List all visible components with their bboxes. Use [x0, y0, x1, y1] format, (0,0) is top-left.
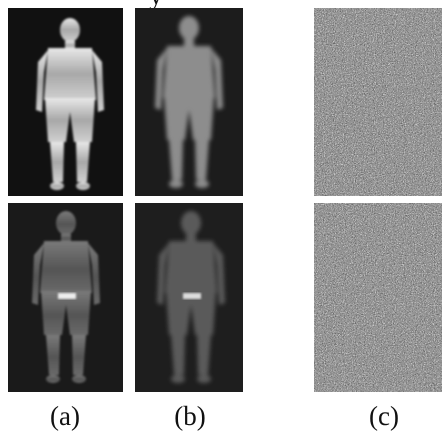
panel-label: (a)	[50, 401, 80, 431]
image-c-top	[314, 8, 442, 196]
image-c-bottom	[314, 203, 442, 392]
figure: y (a) (b) (c)	[0, 0, 442, 437]
panel-label: (b)	[174, 401, 205, 431]
highlight	[183, 293, 201, 299]
panel-label: (c)	[369, 401, 399, 431]
highlight	[58, 293, 76, 299]
